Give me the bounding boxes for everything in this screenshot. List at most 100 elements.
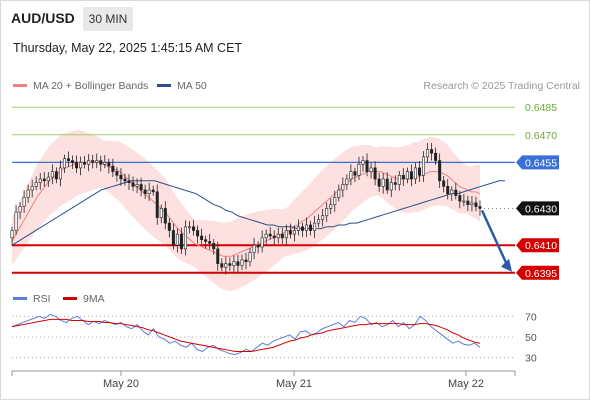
candle-body	[300, 226, 304, 231]
forecast-arrow-head	[501, 258, 512, 272]
level-tag-0.6410	[516, 238, 559, 253]
x-tick-label-1: May 21	[276, 378, 312, 390]
candle-body	[413, 167, 417, 180]
x-tick-label-0: May 20	[103, 378, 139, 390]
candle-body	[385, 178, 389, 191]
candle-body	[389, 182, 393, 191]
candle-body	[54, 171, 58, 180]
x-tick-label-2: May 22	[448, 378, 484, 390]
candle-body	[135, 184, 139, 187]
candle-body	[22, 197, 26, 207]
candle-body	[345, 178, 349, 185]
legend-ma20-label: MA 20 + Bollinger Bands	[33, 80, 149, 92]
candle-body	[268, 233, 272, 237]
candle-body	[236, 261, 240, 266]
candle-body	[212, 243, 216, 250]
forecast-arrow-shaft	[480, 209, 509, 266]
level-label-0.6430: 0.6430	[525, 203, 557, 215]
candle-body	[204, 239, 208, 242]
candle-body	[462, 200, 466, 203]
candle-body	[38, 178, 42, 183]
rsi-tick-label-70: 70	[525, 311, 537, 323]
candle-body	[321, 215, 325, 220]
level-label-0.6455: 0.6455	[525, 157, 557, 169]
candle-body	[434, 152, 438, 161]
candle-body	[405, 171, 409, 180]
candle-body	[280, 233, 284, 239]
candle-body	[103, 162, 107, 165]
candle-body	[26, 189, 30, 198]
candle-body	[329, 204, 333, 209]
candle-body	[123, 178, 127, 182]
candle-body	[353, 171, 357, 176]
candle-body	[127, 180, 131, 183]
legend-rsi-ma: 9MA	[63, 293, 105, 305]
candle-body	[397, 174, 401, 185]
candle-body	[309, 224, 313, 231]
candle-body	[79, 162, 83, 169]
candle-body	[276, 233, 280, 239]
candle-body	[272, 235, 276, 239]
candle-body	[91, 160, 95, 163]
rsi-tick-label-30: 30	[525, 353, 537, 365]
candle-body	[369, 167, 373, 172]
candle-body	[75, 162, 79, 169]
candle-body	[357, 163, 361, 176]
candle-body	[14, 211, 18, 231]
rsi-series-9MA	[11, 318, 481, 352]
candle-body	[50, 171, 54, 178]
candle-body	[409, 171, 413, 180]
candle-body	[95, 160, 99, 163]
candle-body	[438, 160, 442, 182]
candle-body	[317, 219, 321, 224]
candle-body	[361, 160, 365, 165]
rsi-ma-swatch	[63, 296, 77, 300]
candle-body	[111, 165, 115, 172]
candle-body	[139, 184, 143, 191]
level-label-0.6485: 0.6485	[525, 102, 557, 114]
candle-body	[401, 174, 405, 180]
candle-body	[365, 160, 369, 172]
ma50-line	[11, 180, 505, 246]
candle-body	[10, 230, 14, 239]
instrument-title: AUD/USD	[11, 10, 75, 26]
credit-text: Research © 2025 Trading Central	[423, 80, 580, 92]
candle-body	[220, 263, 224, 268]
candle-body	[474, 202, 478, 207]
candle-body	[131, 182, 135, 187]
level-label-0.6470: 0.6470	[525, 130, 557, 142]
level-label-0.6410: 0.6410	[525, 240, 557, 252]
timeframe-button[interactable]: 30 MIN	[83, 7, 133, 31]
candle-body	[333, 197, 337, 206]
legend-rsi: RSI	[13, 293, 51, 305]
timestamp: Thursday, May 22, 2025 1:45:15 AM CET	[13, 41, 243, 55]
rsi-tick-label-50: 50	[525, 332, 537, 344]
candle-body	[470, 202, 474, 206]
candle-body	[240, 259, 244, 266]
legend-ma20: MA 20 + Bollinger Bands	[13, 80, 148, 92]
level-tag-0.6430	[516, 201, 559, 216]
candle-body	[107, 162, 111, 167]
legend-ma50-label: MA 50	[177, 80, 207, 92]
candle-body	[30, 186, 34, 191]
candle-body	[183, 226, 187, 250]
candle-body	[58, 167, 62, 180]
candle-body	[147, 189, 151, 194]
candle-body	[179, 233, 183, 250]
candle-body	[224, 263, 228, 268]
candle-body	[99, 160, 103, 165]
candle-body	[171, 230, 175, 246]
candle-body	[288, 230, 292, 235]
candle-body	[18, 206, 22, 213]
candle-body	[325, 208, 329, 217]
candle-body	[454, 189, 458, 196]
ma20-swatch	[13, 83, 27, 87]
candle-body	[66, 158, 70, 161]
candle-body	[196, 230, 200, 237]
candle-body	[422, 156, 426, 176]
candle-body	[373, 167, 377, 180]
candle-body	[446, 186, 450, 194]
candle-body	[34, 182, 38, 187]
candle-body	[232, 261, 236, 266]
